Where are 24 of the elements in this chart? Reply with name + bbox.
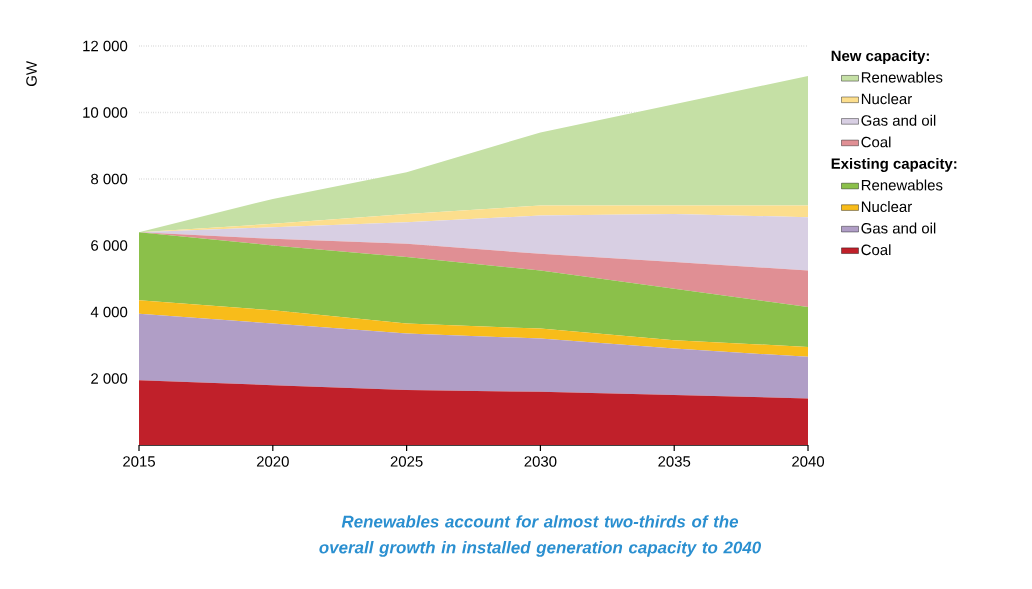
y-tick-label: 12 000 — [83, 40, 128, 52]
y-tick-label: 4 000 — [90, 306, 128, 318]
legend-label: Coal — [861, 136, 891, 148]
x-tick-label: 2020 — [256, 456, 289, 467]
legend-label: Coal — [861, 244, 891, 256]
legend-label: Nuclear — [861, 201, 912, 213]
y-axis-title: GW — [26, 61, 37, 87]
legend-label: Renewables — [861, 71, 943, 83]
text: Existing capacity: — [831, 157, 957, 172]
y-tick-label: 8 000 — [91, 173, 128, 185]
x-tick-label: 2030 — [524, 456, 557, 467]
y-tick-label: 10 000 — [83, 107, 128, 118]
x-tick-label: 2025 — [390, 456, 423, 467]
y-tick-label: 2 000 — [91, 373, 128, 384]
x-tick-label: 2040 — [792, 456, 825, 467]
legend-label: Gas and oil — [861, 222, 936, 234]
text: New capacity: — [831, 50, 929, 65]
x-tick-label: 2035 — [658, 456, 691, 467]
y-tick-label: 6 000 — [91, 240, 128, 251]
legend-label: Gas and oil — [861, 114, 936, 126]
legend-label: Nuclear — [861, 93, 912, 105]
legend-label: Renewables — [861, 179, 943, 191]
x-tick-label: 2015 — [123, 456, 155, 467]
text: Renewables account for almost two-thirds of the overall growth in installed generation capacity to 2040 — [319, 515, 762, 557]
